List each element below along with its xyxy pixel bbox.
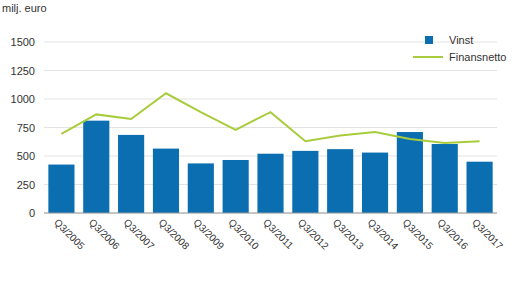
bar	[327, 149, 353, 213]
x-tick-label: Q3/2009	[191, 217, 226, 252]
x-tick-label: Q3/2016	[435, 217, 470, 252]
grid-line	[44, 213, 497, 214]
x-tick-label: Q3/2013	[331, 217, 366, 252]
y-tick-label: 750	[17, 122, 35, 134]
x-tick-label: Q3/2017	[470, 217, 505, 252]
bar	[292, 151, 318, 213]
plot-area	[48, 93, 492, 213]
bar	[257, 154, 283, 213]
y-tick-label: 1500	[11, 36, 35, 48]
bar	[48, 165, 74, 213]
y-tick-label: 1250	[11, 65, 35, 77]
bar	[362, 153, 388, 213]
y-tick-label: 0	[29, 207, 35, 219]
bar	[397, 132, 423, 213]
bar	[83, 121, 109, 213]
bar	[432, 144, 458, 213]
legend-label: Finansnetto	[449, 51, 506, 63]
legend-swatch	[425, 36, 433, 44]
bar	[118, 135, 144, 213]
y-tick-label: 250	[17, 179, 35, 191]
bar	[223, 160, 249, 213]
x-tick-label: Q3/2014	[366, 217, 401, 252]
x-tick-label: Q3/2011	[261, 217, 296, 252]
grid-line	[44, 70, 497, 71]
x-tick-label: Q3/2007	[122, 217, 157, 252]
grid-line	[44, 127, 497, 128]
x-tick-label: Q3/2005	[52, 217, 87, 252]
bar	[467, 162, 493, 213]
x-tick-label: Q3/2006	[87, 217, 122, 252]
y-tick-label: 500	[17, 150, 35, 162]
bar	[188, 163, 214, 213]
y-tick-label: 1000	[11, 93, 35, 105]
x-axis-line	[44, 213, 497, 214]
x-tick-label: Q3/2015	[400, 217, 435, 252]
legend-label: Vinst	[449, 34, 473, 46]
x-tick-label: Q3/2008	[157, 217, 192, 252]
x-tick-label: Q3/2010	[226, 217, 261, 252]
legend-swatch	[413, 56, 443, 58]
line	[61, 93, 479, 143]
chart: milj. euro0250500750100012501500Q3/2005Q…	[0, 0, 529, 302]
grid-line	[44, 99, 497, 100]
y-axis-label: milj. euro	[2, 2, 47, 14]
x-tick-label: Q3/2012	[296, 217, 331, 252]
bar	[153, 149, 179, 213]
